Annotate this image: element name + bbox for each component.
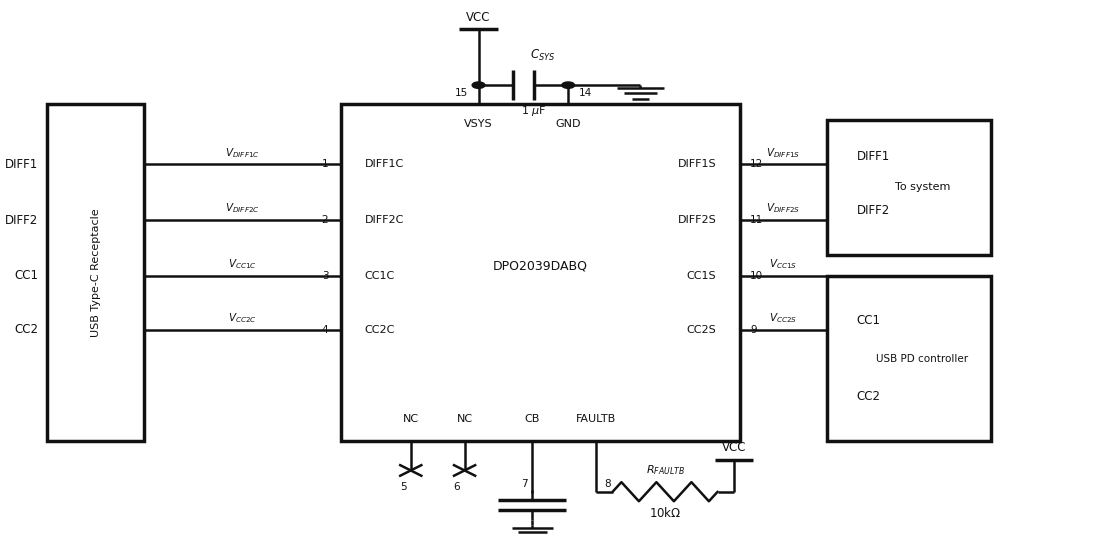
Circle shape: [472, 82, 485, 89]
Text: $V_{CC1S}$: $V_{CC1S}$: [769, 257, 797, 271]
Text: 8: 8: [604, 480, 611, 490]
Text: DIFF2C: DIFF2C: [364, 215, 403, 225]
Text: 5: 5: [400, 482, 407, 492]
Text: USB Type-C Receptacle: USB Type-C Receptacle: [91, 208, 101, 337]
Bar: [47, 104, 144, 441]
Text: 4: 4: [321, 325, 328, 335]
Bar: [341, 104, 740, 441]
Text: DPO2039DABQ: DPO2039DABQ: [493, 259, 588, 273]
Text: DIFF2S: DIFF2S: [678, 215, 716, 225]
Text: $V_{DIFF2C}$: $V_{DIFF2C}$: [225, 201, 260, 215]
Text: $V_{CC2S}$: $V_{CC2S}$: [769, 311, 797, 325]
Text: 10k$\Omega$: 10k$\Omega$: [649, 506, 681, 520]
Text: 9: 9: [750, 325, 756, 335]
Text: CC1C: CC1C: [364, 271, 395, 281]
Text: 10: 10: [750, 271, 763, 281]
Text: 14: 14: [579, 89, 592, 98]
Text: CC2S: CC2S: [686, 325, 716, 335]
Text: VSYS: VSYS: [465, 119, 493, 129]
Text: CC2: CC2: [14, 323, 38, 336]
Text: DIFF2: DIFF2: [857, 204, 890, 217]
Text: $V_{DIFF1S}$: $V_{DIFF1S}$: [766, 146, 800, 159]
Text: 6: 6: [454, 482, 460, 492]
Text: 11: 11: [750, 215, 763, 225]
Text: CB: CB: [525, 414, 540, 424]
Text: CC1: CC1: [857, 315, 881, 328]
Bar: [826, 277, 991, 441]
Text: CC2C: CC2C: [364, 325, 395, 335]
Text: DIFF1S: DIFF1S: [678, 159, 716, 170]
Text: CC1: CC1: [14, 270, 38, 282]
Text: VCC: VCC: [467, 11, 491, 24]
Text: 2: 2: [321, 215, 328, 225]
Text: VCC: VCC: [722, 440, 747, 454]
Text: DIFF1C: DIFF1C: [364, 159, 403, 170]
Text: $C_{SYS}$: $C_{SYS}$: [530, 48, 555, 63]
Text: 3: 3: [321, 271, 328, 281]
Bar: [826, 120, 991, 255]
Text: CC2: CC2: [857, 390, 881, 403]
Circle shape: [562, 82, 575, 89]
Text: $V_{DIFF1C}$: $V_{DIFF1C}$: [225, 146, 260, 159]
Text: NC: NC: [457, 414, 472, 424]
Text: 1: 1: [321, 159, 328, 170]
Text: $R_{FAULTB}$: $R_{FAULTB}$: [646, 463, 684, 477]
Text: To system: To system: [895, 183, 950, 192]
Text: $V_{CC2C}$: $V_{CC2C}$: [228, 311, 257, 325]
Text: DIFF1: DIFF1: [5, 158, 38, 171]
Text: DIFF2: DIFF2: [5, 214, 38, 227]
Text: NC: NC: [402, 414, 419, 424]
Text: 1 $\mu$F: 1 $\mu$F: [521, 104, 546, 118]
Text: DIFF1: DIFF1: [857, 150, 890, 163]
Text: 15: 15: [455, 89, 468, 98]
Text: USB PD controller: USB PD controller: [877, 354, 968, 364]
Text: GND: GND: [555, 119, 581, 129]
Text: $V_{DIFF2S}$: $V_{DIFF2S}$: [766, 201, 800, 215]
Text: CC1S: CC1S: [686, 271, 716, 281]
Text: $V_{CC1C}$: $V_{CC1C}$: [228, 257, 257, 271]
Text: FAULTB: FAULTB: [576, 414, 616, 424]
Text: 12: 12: [750, 159, 763, 170]
Text: 7: 7: [521, 480, 528, 490]
